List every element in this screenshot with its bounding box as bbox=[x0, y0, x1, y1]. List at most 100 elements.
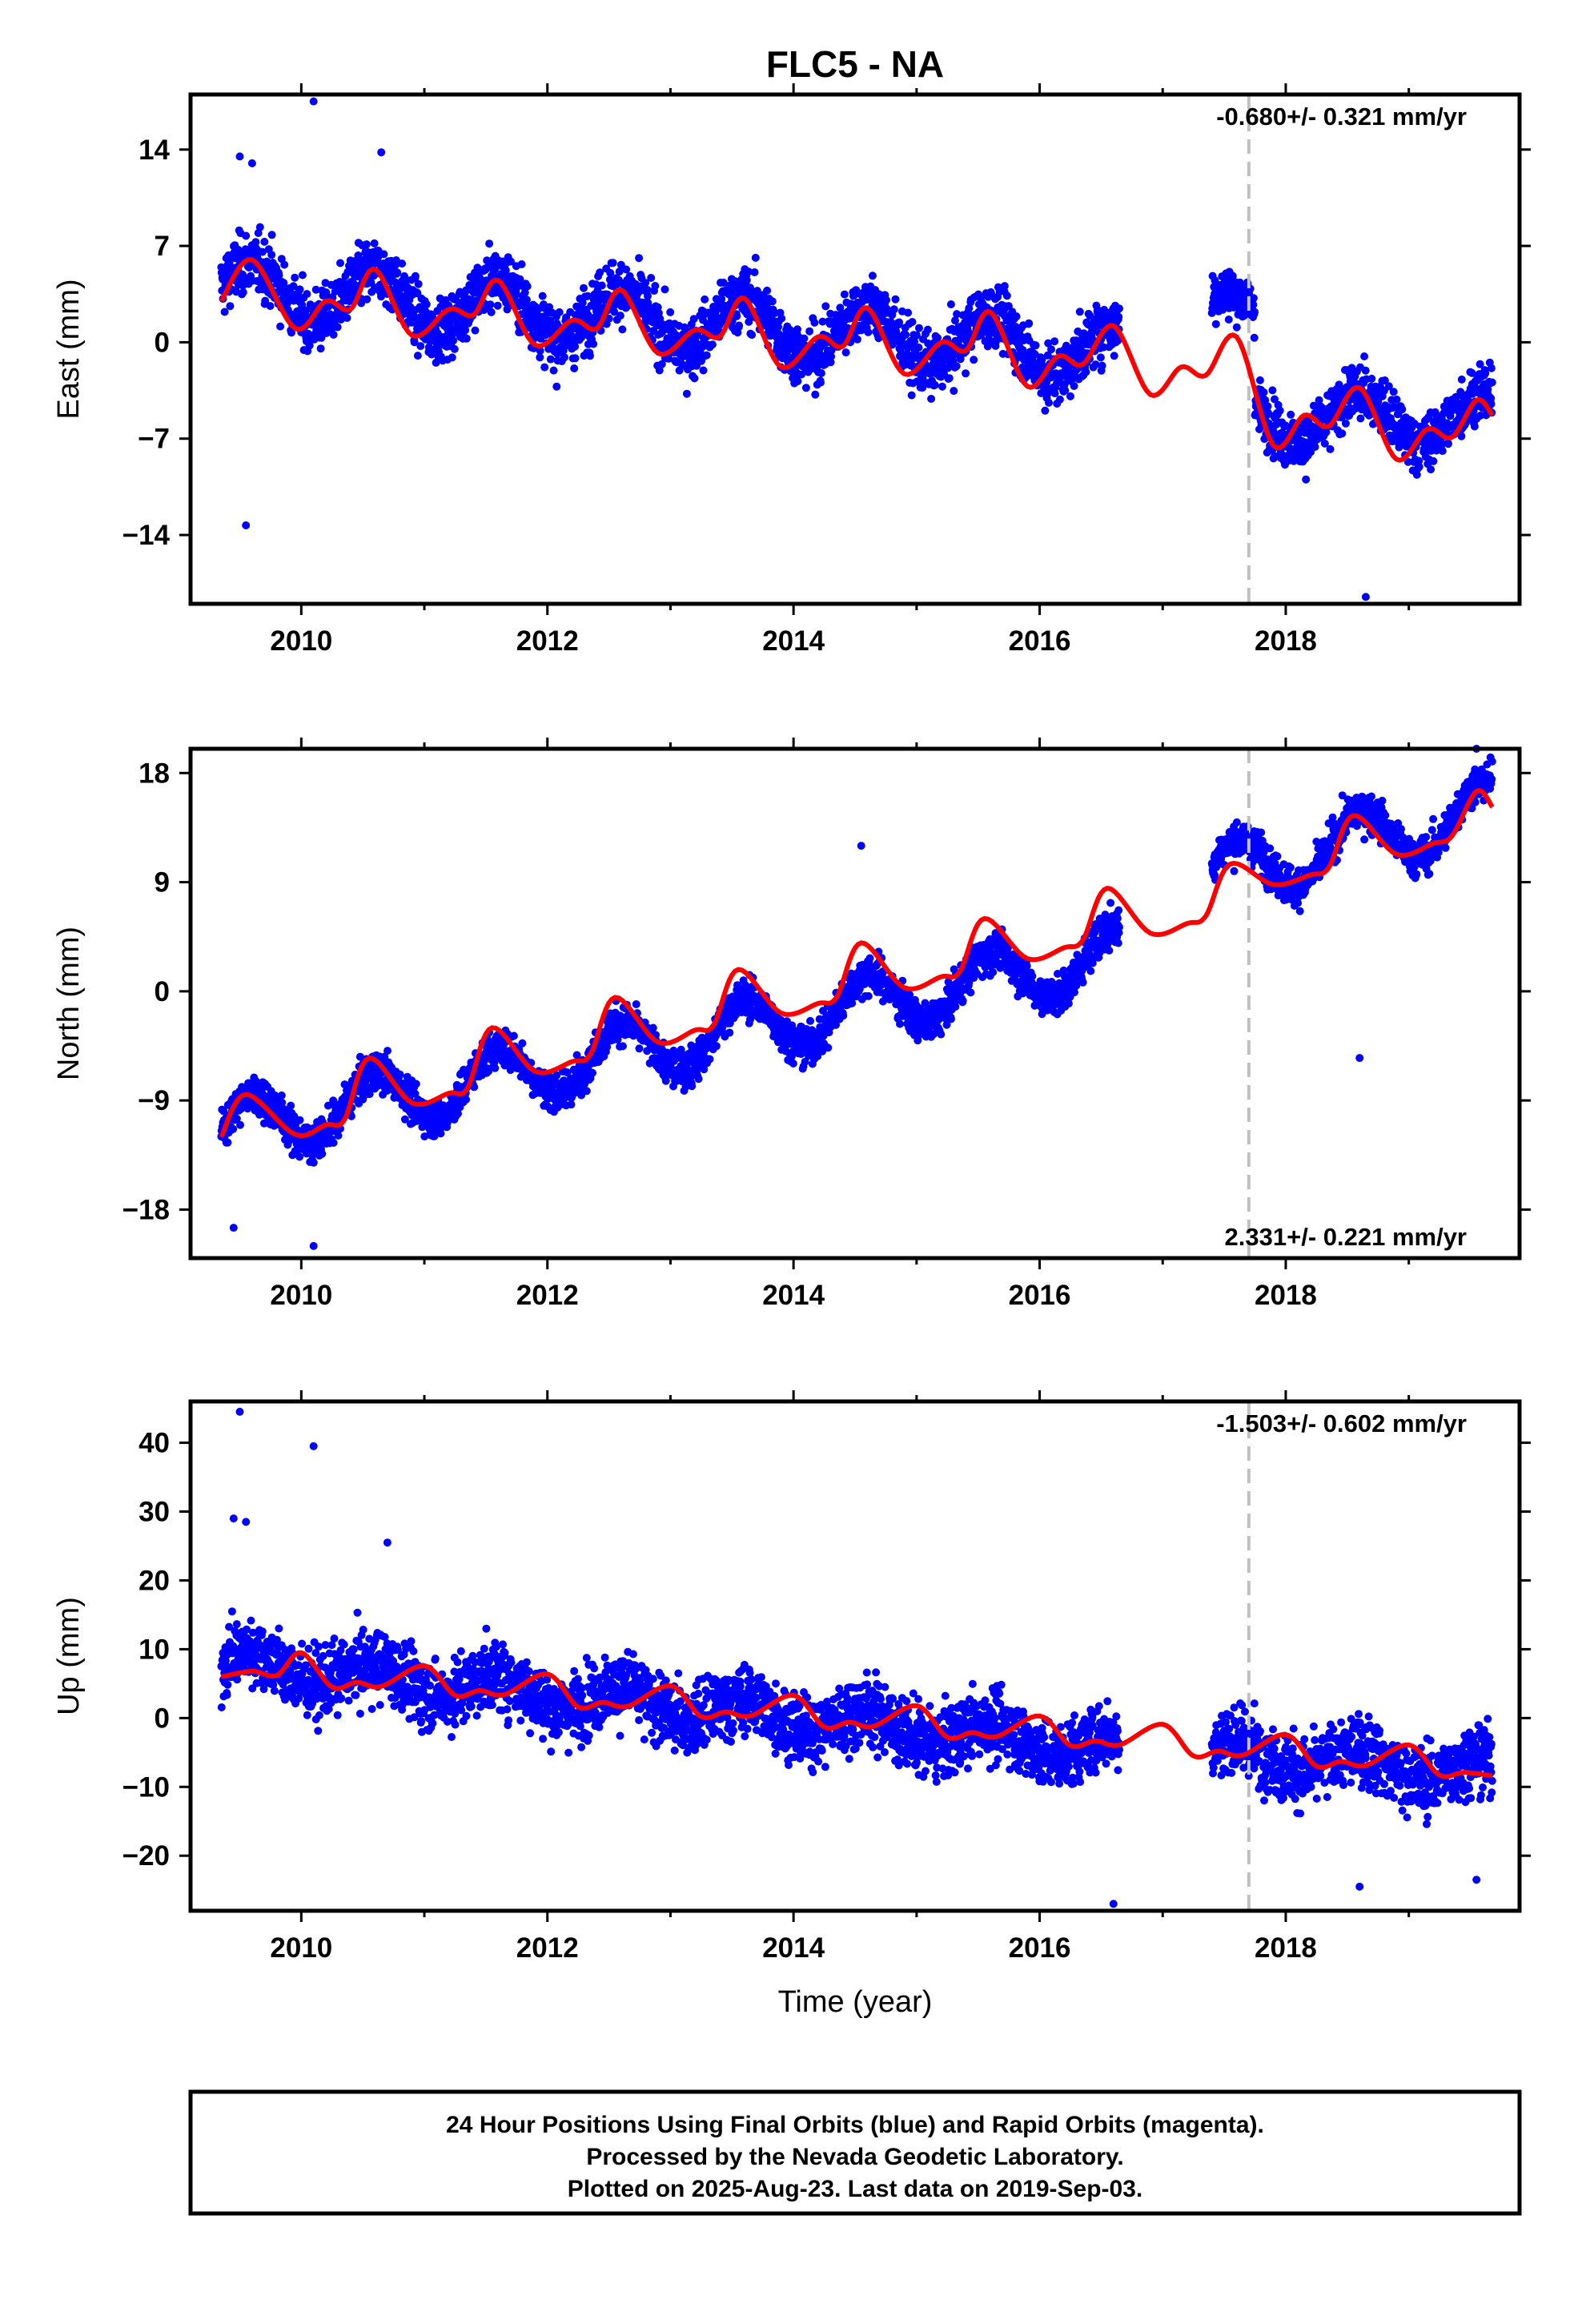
data-point bbox=[635, 1044, 644, 1053]
data-point bbox=[260, 237, 269, 246]
data-point bbox=[422, 300, 431, 308]
data-point bbox=[1398, 405, 1407, 414]
data-point bbox=[1392, 395, 1401, 404]
data-point bbox=[413, 352, 422, 360]
data-point bbox=[938, 382, 946, 391]
outlier-point bbox=[247, 159, 256, 167]
data-point bbox=[226, 302, 235, 311]
x-tick-label: 2010 bbox=[270, 625, 332, 657]
data-point bbox=[450, 344, 459, 353]
data-point bbox=[889, 305, 898, 314]
data-point bbox=[1488, 378, 1496, 387]
data-point bbox=[316, 344, 325, 353]
data-point bbox=[1070, 382, 1078, 390]
data-point bbox=[817, 378, 825, 387]
data-point bbox=[907, 391, 916, 400]
data-point bbox=[552, 382, 561, 391]
data-point bbox=[864, 328, 873, 336]
outlier-point bbox=[1361, 593, 1370, 601]
data-point bbox=[298, 271, 307, 279]
data-point bbox=[305, 341, 314, 350]
data-point bbox=[329, 330, 338, 339]
data-point bbox=[1389, 388, 1398, 396]
data-point bbox=[810, 318, 819, 327]
data-point bbox=[661, 285, 669, 294]
data-point bbox=[632, 1000, 640, 1008]
data-point bbox=[647, 274, 656, 282]
y-tick-label: 7 bbox=[155, 231, 170, 262]
data-point bbox=[1251, 308, 1259, 316]
data-point bbox=[317, 333, 326, 342]
data-point bbox=[748, 331, 757, 340]
data-point bbox=[560, 353, 568, 362]
data-point bbox=[223, 1138, 232, 1147]
data-point bbox=[410, 338, 419, 347]
data-point bbox=[471, 326, 480, 335]
data-point bbox=[258, 247, 267, 256]
data-point bbox=[1047, 345, 1055, 354]
data-point bbox=[1427, 465, 1435, 474]
data-point bbox=[461, 326, 470, 335]
data-point bbox=[343, 314, 351, 322]
data-point bbox=[287, 328, 295, 337]
data-point bbox=[411, 271, 420, 280]
data-point bbox=[666, 308, 675, 316]
data-point bbox=[1341, 419, 1350, 428]
data-point bbox=[1338, 429, 1347, 438]
data-point bbox=[1031, 341, 1040, 350]
data-point bbox=[1429, 456, 1438, 465]
data-point bbox=[383, 1047, 391, 1055]
data-point bbox=[1050, 337, 1059, 346]
figure-title: FLC5 - NA bbox=[766, 43, 944, 85]
data-point bbox=[608, 259, 617, 267]
data-point bbox=[1041, 406, 1050, 415]
y-tick-label: 14 bbox=[139, 135, 170, 166]
data-point bbox=[970, 356, 978, 364]
data-point bbox=[251, 238, 260, 247]
data-point bbox=[589, 340, 598, 348]
data-point bbox=[571, 354, 580, 363]
y-tick-label: −7 bbox=[138, 424, 170, 455]
data-point bbox=[546, 355, 555, 364]
data-point bbox=[1302, 475, 1311, 484]
data-point bbox=[777, 314, 786, 323]
data-point bbox=[517, 260, 526, 268]
data-point bbox=[800, 334, 809, 343]
data-point bbox=[930, 380, 939, 389]
data-point bbox=[1110, 352, 1118, 360]
data-point bbox=[448, 353, 456, 362]
data-point bbox=[1211, 320, 1220, 328]
data-point bbox=[868, 271, 877, 280]
data-point bbox=[239, 288, 247, 296]
data-point bbox=[817, 369, 825, 377]
data-point bbox=[295, 1152, 304, 1161]
data-point bbox=[895, 318, 904, 327]
data-point bbox=[580, 283, 588, 292]
data-point bbox=[606, 268, 615, 277]
data-point bbox=[255, 223, 264, 231]
east-x-ticks: 2010 2012 2014 2016 2018 bbox=[270, 83, 1411, 657]
data-point bbox=[618, 1042, 627, 1051]
data-point bbox=[1012, 312, 1021, 321]
data-point bbox=[416, 342, 425, 351]
x-tick-label: 2016 bbox=[1009, 625, 1071, 657]
data-point bbox=[586, 352, 594, 360]
y-tick-label: 0 bbox=[155, 327, 170, 358]
data-point bbox=[805, 327, 814, 336]
data-point bbox=[315, 327, 324, 336]
data-point bbox=[363, 295, 371, 304]
data-point bbox=[493, 301, 502, 310]
data-point bbox=[1255, 376, 1264, 384]
x-tick-label: 2018 bbox=[1255, 625, 1317, 657]
data-point bbox=[398, 259, 407, 268]
data-point bbox=[485, 239, 494, 248]
data-point bbox=[1470, 422, 1479, 431]
data-point bbox=[1045, 398, 1053, 407]
data-point bbox=[1096, 353, 1105, 362]
data-point bbox=[1361, 366, 1370, 375]
data-point bbox=[549, 366, 558, 375]
data-point bbox=[540, 363, 549, 372]
